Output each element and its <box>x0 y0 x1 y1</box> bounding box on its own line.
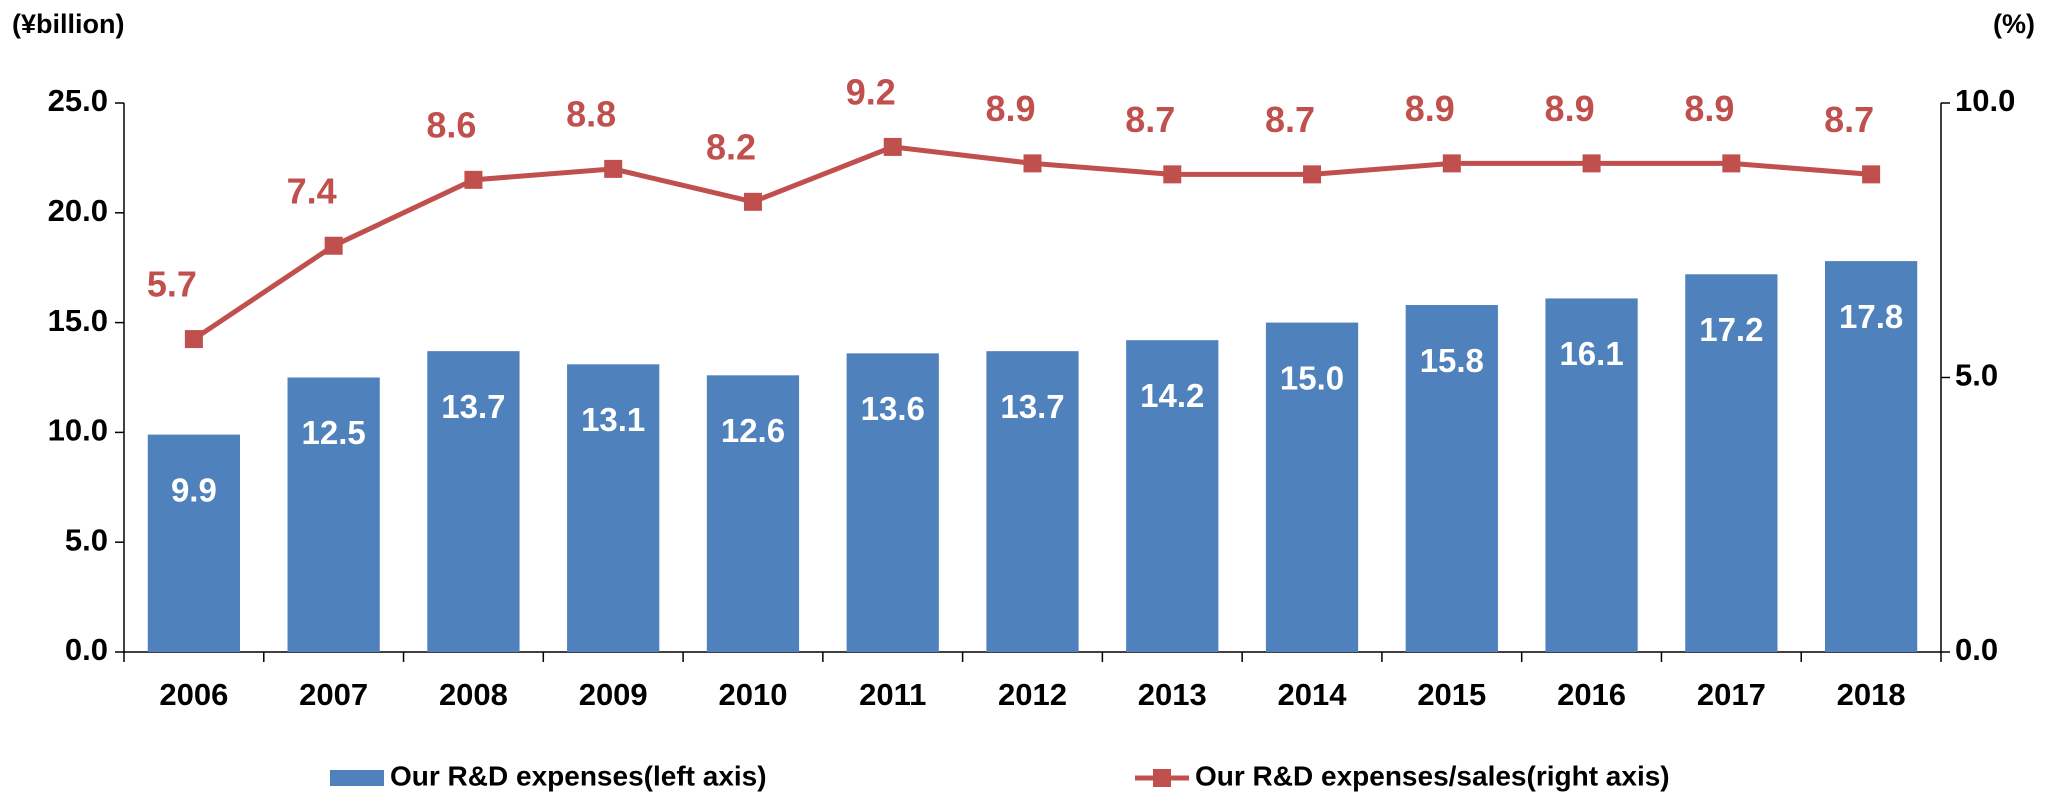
bar <box>1265 322 1359 652</box>
line-value-label: 8.2 <box>706 126 756 167</box>
bar <box>1126 340 1219 652</box>
x-tick-label: 2013 <box>1138 677 1207 712</box>
bar-value-label: 15.8 <box>1420 342 1484 379</box>
bar-value-label: 13.1 <box>581 401 645 438</box>
bar-value-label: 14.2 <box>1140 377 1204 414</box>
y2-axis-title: (%) <box>1993 9 2035 39</box>
y-tick-label: 10.0 <box>48 413 108 448</box>
x-tick-label: 2006 <box>159 677 228 712</box>
y2-tick-label: 10.0 <box>1955 83 2015 118</box>
bar <box>1685 274 1778 652</box>
line-marker <box>1862 165 1881 184</box>
bar <box>1824 261 1918 652</box>
bar <box>846 353 939 652</box>
bar-value-label: 12.5 <box>302 414 366 451</box>
y-tick-label: 5.0 <box>65 522 108 557</box>
legend-swatch <box>1153 769 1171 787</box>
y-tick-label: 25.0 <box>48 83 108 118</box>
line-value-label: 8.9 <box>1684 88 1734 129</box>
line-marker <box>184 330 203 349</box>
x-tick-label: 2017 <box>1697 677 1766 712</box>
line-value-label: 8.7 <box>1824 99 1874 140</box>
x-tick-label: 2012 <box>998 677 1067 712</box>
bar <box>1545 298 1638 652</box>
x-tick-label: 2007 <box>299 677 368 712</box>
y2-tick-label: 0.0 <box>1955 632 1998 667</box>
x-tick-label: 2008 <box>439 677 508 712</box>
bar <box>567 364 660 652</box>
y-axis-title: (¥billion) <box>12 9 124 39</box>
line-value-label: 8.8 <box>566 93 616 134</box>
line-marker <box>1023 154 1042 173</box>
y-tick-label: 20.0 <box>48 193 108 228</box>
line-marker <box>604 159 623 178</box>
legend-label: Our R&D expenses(left axis) <box>390 760 767 791</box>
y-tick-label: 15.0 <box>48 303 108 338</box>
bar <box>986 351 1079 652</box>
bar-value-label: 15.0 <box>1280 359 1344 396</box>
line-value-label: 8.9 <box>1545 88 1595 129</box>
bar-value-label: 9.9 <box>171 471 217 508</box>
bar-value-label: 17.8 <box>1839 298 1903 335</box>
line-value-label: 8.7 <box>1265 99 1315 140</box>
bar-value-label: 12.6 <box>721 412 785 449</box>
x-tick-label: 2018 <box>1837 677 1906 712</box>
line-marker <box>324 236 343 255</box>
y2-tick-label: 5.0 <box>1955 358 1998 393</box>
x-tick-label: 2009 <box>579 677 648 712</box>
bar <box>706 375 800 652</box>
line-value-label: 5.7 <box>147 264 197 305</box>
x-tick-label: 2015 <box>1417 677 1486 712</box>
line-marker <box>883 137 902 156</box>
bar-value-label: 13.7 <box>441 388 505 425</box>
line-value-label: 8.7 <box>1125 99 1175 140</box>
line-marker <box>1303 165 1322 184</box>
x-tick-label: 2016 <box>1557 677 1626 712</box>
bar-value-label: 13.6 <box>861 390 925 427</box>
line-marker <box>1582 154 1601 173</box>
bar-value-label: 13.7 <box>1000 388 1064 425</box>
bar <box>287 377 380 652</box>
bar <box>1405 305 1498 652</box>
line-marker <box>1442 154 1461 173</box>
line-value-label: 9.2 <box>846 71 896 112</box>
line-marker <box>1163 165 1182 184</box>
x-tick-label: 2010 <box>718 677 787 712</box>
legend-label: Our R&D expenses/sales(right axis) <box>1195 760 1670 791</box>
line-marker <box>464 170 483 189</box>
bar <box>427 351 520 652</box>
line-value-label: 8.6 <box>426 104 476 145</box>
x-tick-label: 2014 <box>1278 677 1348 712</box>
line-marker <box>1722 154 1741 173</box>
line-marker <box>743 192 762 211</box>
x-tick-label: 2011 <box>859 677 926 712</box>
line-value-label: 8.9 <box>1405 88 1455 129</box>
line-value-label: 8.9 <box>985 88 1035 129</box>
line-value-label: 7.4 <box>287 170 337 211</box>
y-tick-label: 0.0 <box>65 632 108 667</box>
bar-value-label: 17.2 <box>1699 311 1763 348</box>
bar-value-label: 16.1 <box>1559 335 1623 372</box>
bar <box>147 434 241 652</box>
legend-swatch <box>330 770 384 786</box>
